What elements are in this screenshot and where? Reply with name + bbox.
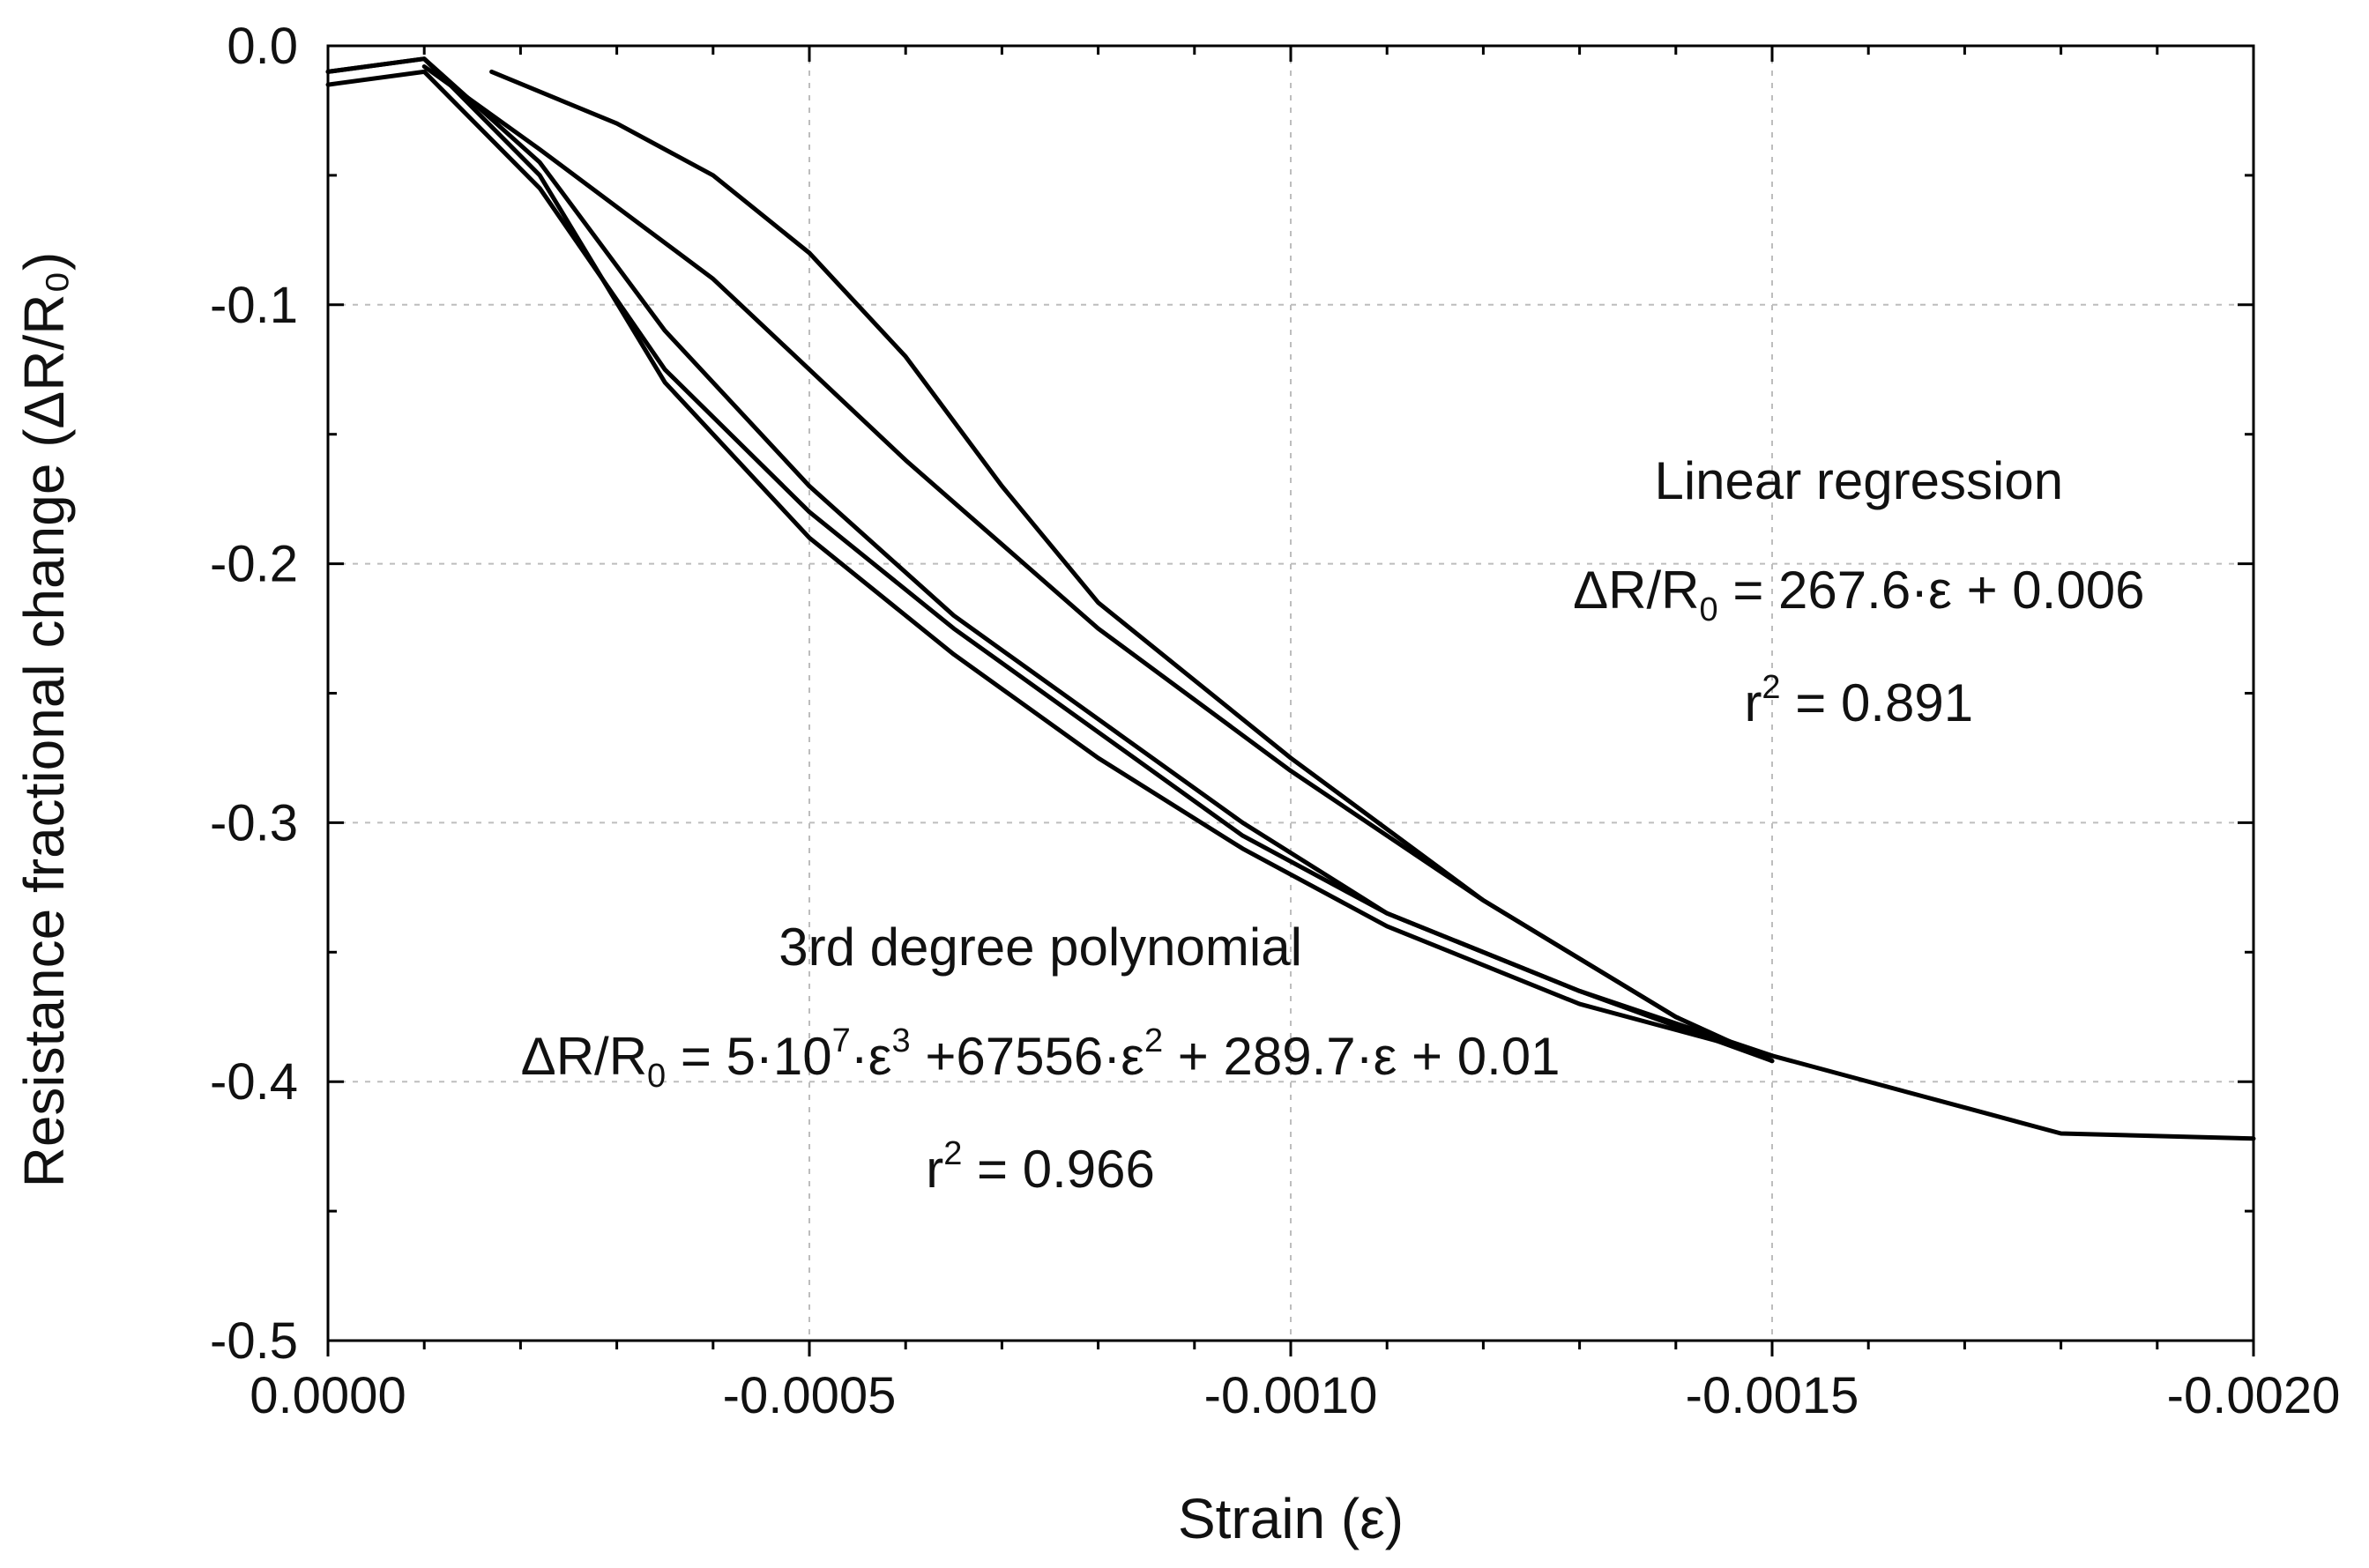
annotation-title: Linear regression <box>1654 451 2063 510</box>
x-tick-label: 0.0000 <box>250 1367 406 1424</box>
y-tick-label: -0.5 <box>210 1312 298 1370</box>
y-tick-label: -0.4 <box>210 1053 298 1111</box>
annotation-equation: ΔR/R0 = 5·107·ε3 +67556·ε2 + 289.7·ε + 0… <box>521 1022 1561 1095</box>
annotation-equation: ΔR/R0 = 267.6·ε + 0.006 <box>1573 561 2144 628</box>
series-line-5 <box>489 69 1775 1064</box>
x-tick-labels: 0.0000 -0.0005 -0.0010 -0.0015 -0.0020 <box>250 1367 2340 1424</box>
series-line-3 <box>325 56 1775 1064</box>
annotation-title: 3rd degree polynomial <box>778 918 1302 977</box>
x-tick-label: -0.0020 <box>2167 1367 2341 1424</box>
series-line-1 <box>325 56 2256 1141</box>
annotation-r2: r2 = 0.891 <box>1744 669 1973 732</box>
y-tick-label: -0.3 <box>210 794 298 851</box>
x-tick-label: -0.0010 <box>1204 1367 1378 1424</box>
y-tick-label: 0.0 <box>227 18 298 75</box>
y-tick-label: -0.1 <box>210 277 298 334</box>
x-axis-title: Strain (ε) <box>1178 1487 1404 1550</box>
annotation-polynomial: 3rd degree polynomial ΔR/R0 = 5·107·ε3 +… <box>521 918 1561 1199</box>
annotation-linear-regression: Linear regression ΔR/R0 = 267.6·ε + 0.00… <box>1573 451 2144 732</box>
x-tick-label: -0.0005 <box>723 1367 897 1424</box>
series-line-2 <box>325 69 1775 1059</box>
y-tick-label: -0.2 <box>210 536 298 593</box>
data-series <box>325 56 2256 1141</box>
grid-lines <box>328 46 2254 1341</box>
y-axis-title: Resistance fractional change (ΔR/R₀) <box>12 252 76 1188</box>
plot-frame <box>326 44 2255 1342</box>
annotation-r2: r2 = 0.966 <box>926 1135 1155 1199</box>
y-tick-labels: 0.0 -0.1 -0.2 -0.3 -0.4 -0.5 <box>210 18 298 1370</box>
x-tick-label: -0.0015 <box>1686 1367 1859 1424</box>
